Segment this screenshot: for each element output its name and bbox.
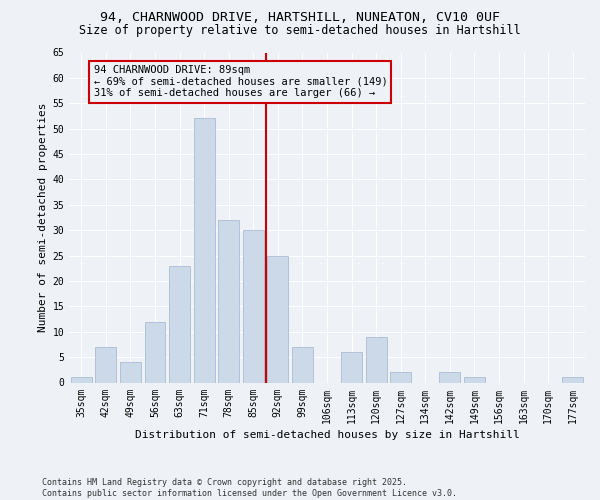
Y-axis label: Number of semi-detached properties: Number of semi-detached properties (38, 103, 48, 332)
Bar (218, 220, 239, 382)
Bar (439, 372, 460, 382)
Text: 94, CHARNWOOD DRIVE, HARTSHILL, NUNEATON, CV10 0UF: 94, CHARNWOOD DRIVE, HARTSHILL, NUNEATON… (100, 11, 500, 24)
Bar (194, 118, 215, 382)
Bar (390, 372, 411, 382)
Bar (365, 337, 386, 382)
Bar (268, 256, 289, 382)
Bar (71, 378, 92, 382)
Text: Size of property relative to semi-detached houses in Hartshill: Size of property relative to semi-detach… (79, 24, 521, 37)
X-axis label: Distribution of semi-detached houses by size in Hartshill: Distribution of semi-detached houses by … (134, 430, 520, 440)
Bar (120, 362, 141, 382)
Bar (145, 322, 166, 382)
Bar (341, 352, 362, 382)
Bar (464, 378, 485, 382)
Bar (562, 378, 583, 382)
Text: 94 CHARNWOOD DRIVE: 89sqm
← 69% of semi-detached houses are smaller (149)
31% of: 94 CHARNWOOD DRIVE: 89sqm ← 69% of semi-… (94, 65, 388, 98)
Bar (169, 266, 190, 382)
Bar (243, 230, 264, 382)
Text: Contains HM Land Registry data © Crown copyright and database right 2025.
Contai: Contains HM Land Registry data © Crown c… (42, 478, 457, 498)
Bar (95, 347, 116, 382)
Bar (292, 347, 313, 382)
